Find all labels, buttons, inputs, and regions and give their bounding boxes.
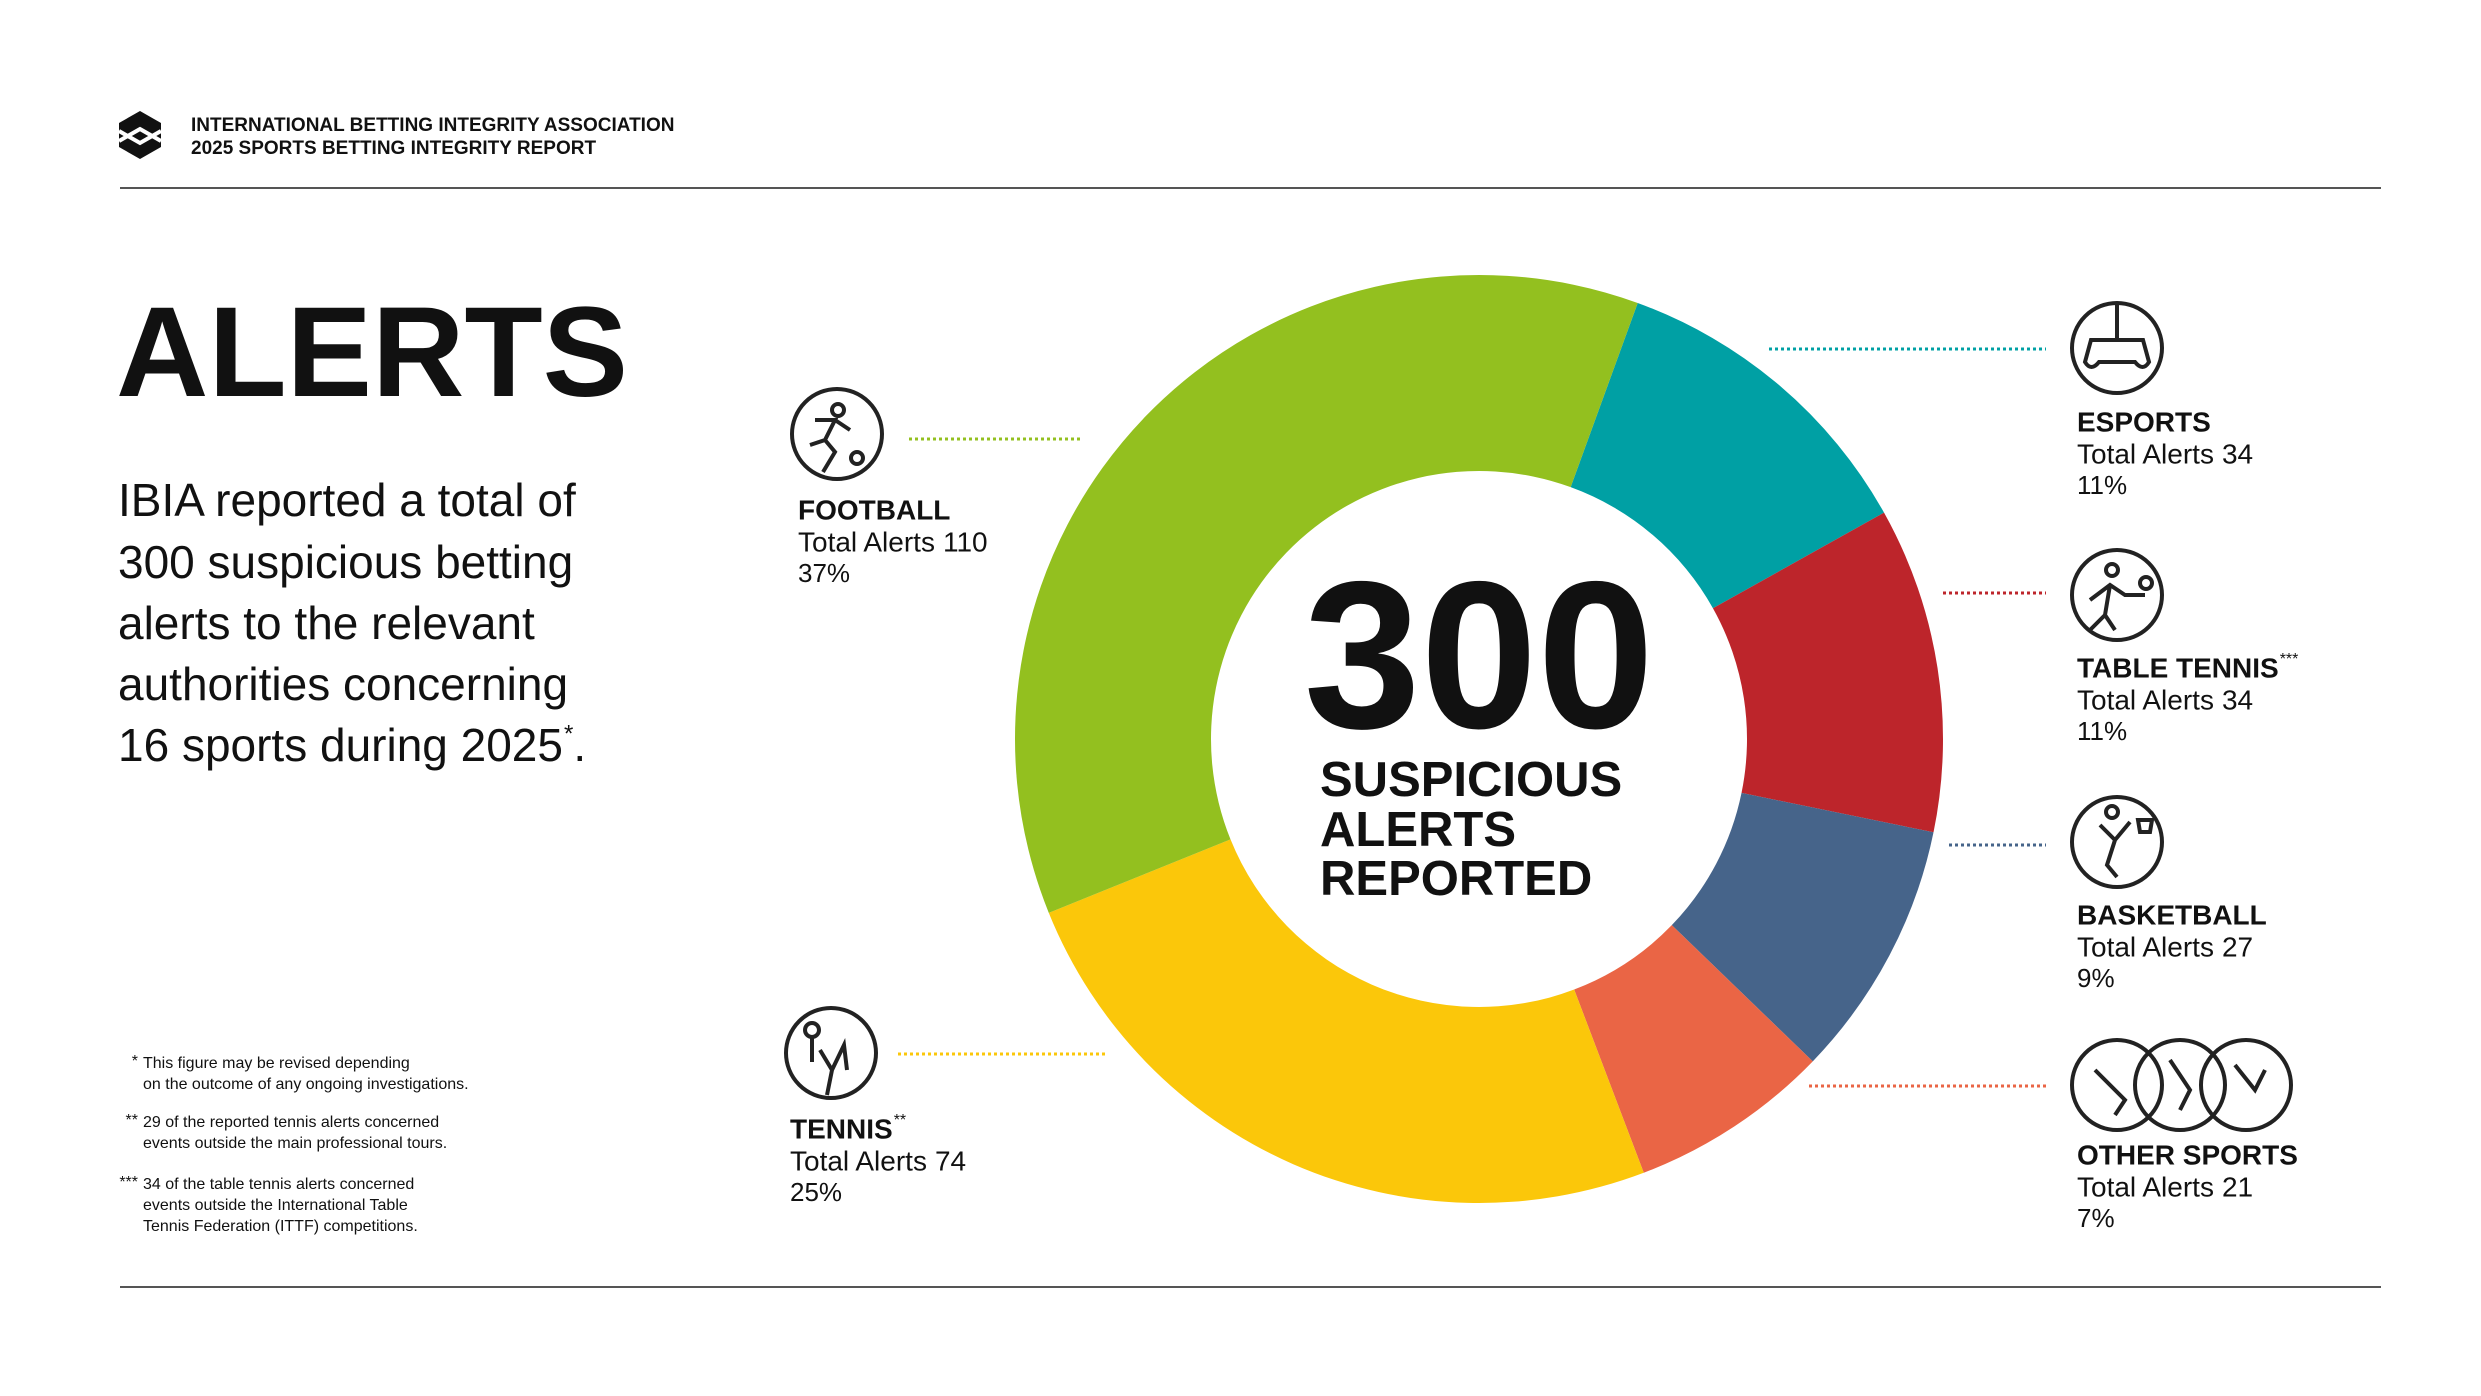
footnote-text: on the outcome of any ongoing investigat… [143, 1076, 469, 1093]
value-label: 21 [2222, 1171, 2253, 1202]
center-label: REPORTED [1320, 852, 1592, 906]
donut-segment [1574, 925, 1813, 1173]
footnote-mark: *** [119, 1174, 138, 1191]
value-label: 74 [935, 1145, 966, 1176]
center-label: SUSPICIOUS [1320, 753, 1622, 807]
logo [118, 111, 162, 159]
value-prefix: Total Alerts [2077, 684, 2214, 715]
value-label: 34 [2222, 684, 2253, 715]
center-label: ALERTS [1320, 803, 1516, 857]
value-prefix: Total Alerts [790, 1145, 927, 1176]
intro-mark: * [564, 720, 573, 747]
intro-end: . [573, 719, 586, 771]
footnote-text: This figure may be revised depending [143, 1055, 410, 1072]
intro-line: IBIA reported a total of [118, 474, 576, 526]
value-prefix: Total Alerts [2077, 438, 2214, 469]
percent-label: 37% [798, 558, 850, 588]
footnote-text: 34 of the table tennis alerts concerned [143, 1176, 414, 1193]
footnote-text: events outside the main professional tou… [143, 1135, 447, 1152]
value-prefix: Total Alerts [2077, 1171, 2214, 1202]
percent-label: 7% [2077, 1203, 2115, 1233]
donut-segment [1712, 512, 1943, 833]
value-label: 110 [943, 526, 988, 557]
value-prefix: Total Alerts [2077, 931, 2214, 962]
icon-other-sports [2070, 1038, 2293, 1132]
intro-line: authorities concerning [118, 658, 568, 710]
donut-segment [1570, 302, 1885, 609]
icon-tennis [784, 1006, 878, 1100]
percent-label: 9% [2077, 963, 2115, 993]
footnote-mark: ** [126, 1112, 138, 1129]
icon-table-tennis [2070, 548, 2164, 642]
value-label: 34 [2222, 438, 2253, 469]
category-label: FOOTBALL [798, 494, 950, 525]
category-label: OTHER SPORTS [2077, 1139, 2298, 1170]
category-mark: ** [894, 1112, 906, 1129]
category-label: BASKETBALL [2077, 899, 2267, 930]
percent-label: 11% [2077, 470, 2127, 500]
percent-label: 25% [790, 1177, 842, 1207]
category-label: TABLE TENNIS [2077, 652, 2279, 683]
percent-label: 11% [2077, 716, 2127, 746]
icon-esports [2070, 301, 2164, 395]
page-title: ALERTS [116, 281, 628, 424]
header-org: INTERNATIONAL BETTING INTEGRITY ASSOCIAT… [191, 115, 674, 136]
donut-segment [1015, 274, 1638, 913]
category-label: TENNIS [790, 1113, 893, 1144]
icon-football [790, 387, 884, 481]
footnote-text: 29 of the reported tennis alerts concern… [143, 1114, 439, 1131]
center-value: 300 [1304, 537, 1654, 772]
value-label: 27 [2222, 931, 2253, 962]
icon-basketball [2070, 795, 2164, 889]
category-mark: *** [2280, 651, 2299, 668]
donut-segment [1048, 839, 1644, 1204]
footnote-mark: * [132, 1053, 138, 1070]
donut-segment [1671, 792, 1934, 1062]
intro-line: 16 sports during 2025 [118, 719, 563, 771]
header-report: 2025 SPORTS BETTING INTEGRITY REPORT [191, 138, 596, 159]
footnote-text: Tennis Federation (ITTF) competitions. [143, 1218, 418, 1235]
intro-line: alerts to the relevant [118, 597, 535, 649]
value-prefix: Total Alerts [798, 526, 935, 557]
footnote-text: events outside the International Table [143, 1197, 408, 1214]
intro-line: 300 suspicious betting [118, 536, 573, 588]
category-label: ESPORTS [2077, 406, 2211, 437]
